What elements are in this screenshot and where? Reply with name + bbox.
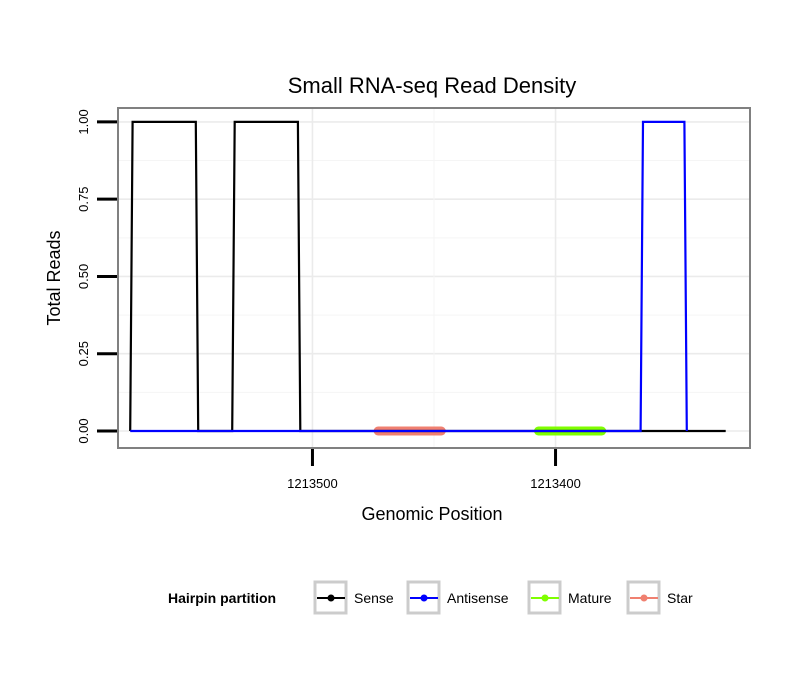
legend: Hairpin partition Sense Antisense Mature St… bbox=[168, 580, 693, 615]
x-axis-title: Genomic Position bbox=[361, 504, 502, 524]
series-layer bbox=[129, 120, 726, 436]
legend-title: Hairpin partition bbox=[168, 590, 276, 606]
x-tick-label: 1213400 bbox=[530, 476, 581, 491]
y-axis-title: Total Reads bbox=[44, 230, 64, 325]
series-line-antisense bbox=[130, 120, 688, 433]
x-axis: 1213500 1213400 bbox=[287, 449, 581, 491]
legend-label-mature: Mature bbox=[568, 590, 612, 606]
y-axis: 0.00 0.25 0.50 0.75 1.00 bbox=[76, 109, 117, 444]
legend-label-sense: Sense bbox=[354, 590, 394, 606]
y-tick-label: 1.00 bbox=[76, 109, 91, 134]
chart-title: Small RNA-seq Read Density bbox=[288, 73, 577, 98]
legend-key-point-sense bbox=[327, 594, 335, 602]
y-tick-label: 0.00 bbox=[76, 418, 91, 443]
y-tick-label: 0.25 bbox=[76, 341, 91, 366]
legend-key-point-mature bbox=[541, 594, 549, 602]
y-tick-label: 0.50 bbox=[76, 264, 91, 289]
grid-lines bbox=[118, 108, 750, 448]
legend-key-point-star bbox=[640, 594, 648, 602]
y-tick-label: 0.75 bbox=[76, 187, 91, 212]
x-tick-label: 1213500 bbox=[287, 476, 338, 491]
legend-label-star: Star bbox=[667, 590, 693, 606]
legend-label-antisense: Antisense bbox=[447, 590, 509, 606]
plot-panel-border bbox=[117, 107, 751, 449]
legend-key-point-antisense bbox=[420, 594, 428, 602]
